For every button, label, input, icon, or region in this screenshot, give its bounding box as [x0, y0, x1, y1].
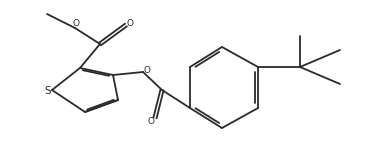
Text: O: O — [127, 20, 134, 29]
Text: O: O — [144, 66, 151, 75]
Text: S: S — [44, 86, 51, 96]
Text: O: O — [148, 117, 155, 126]
Text: O: O — [72, 20, 79, 29]
